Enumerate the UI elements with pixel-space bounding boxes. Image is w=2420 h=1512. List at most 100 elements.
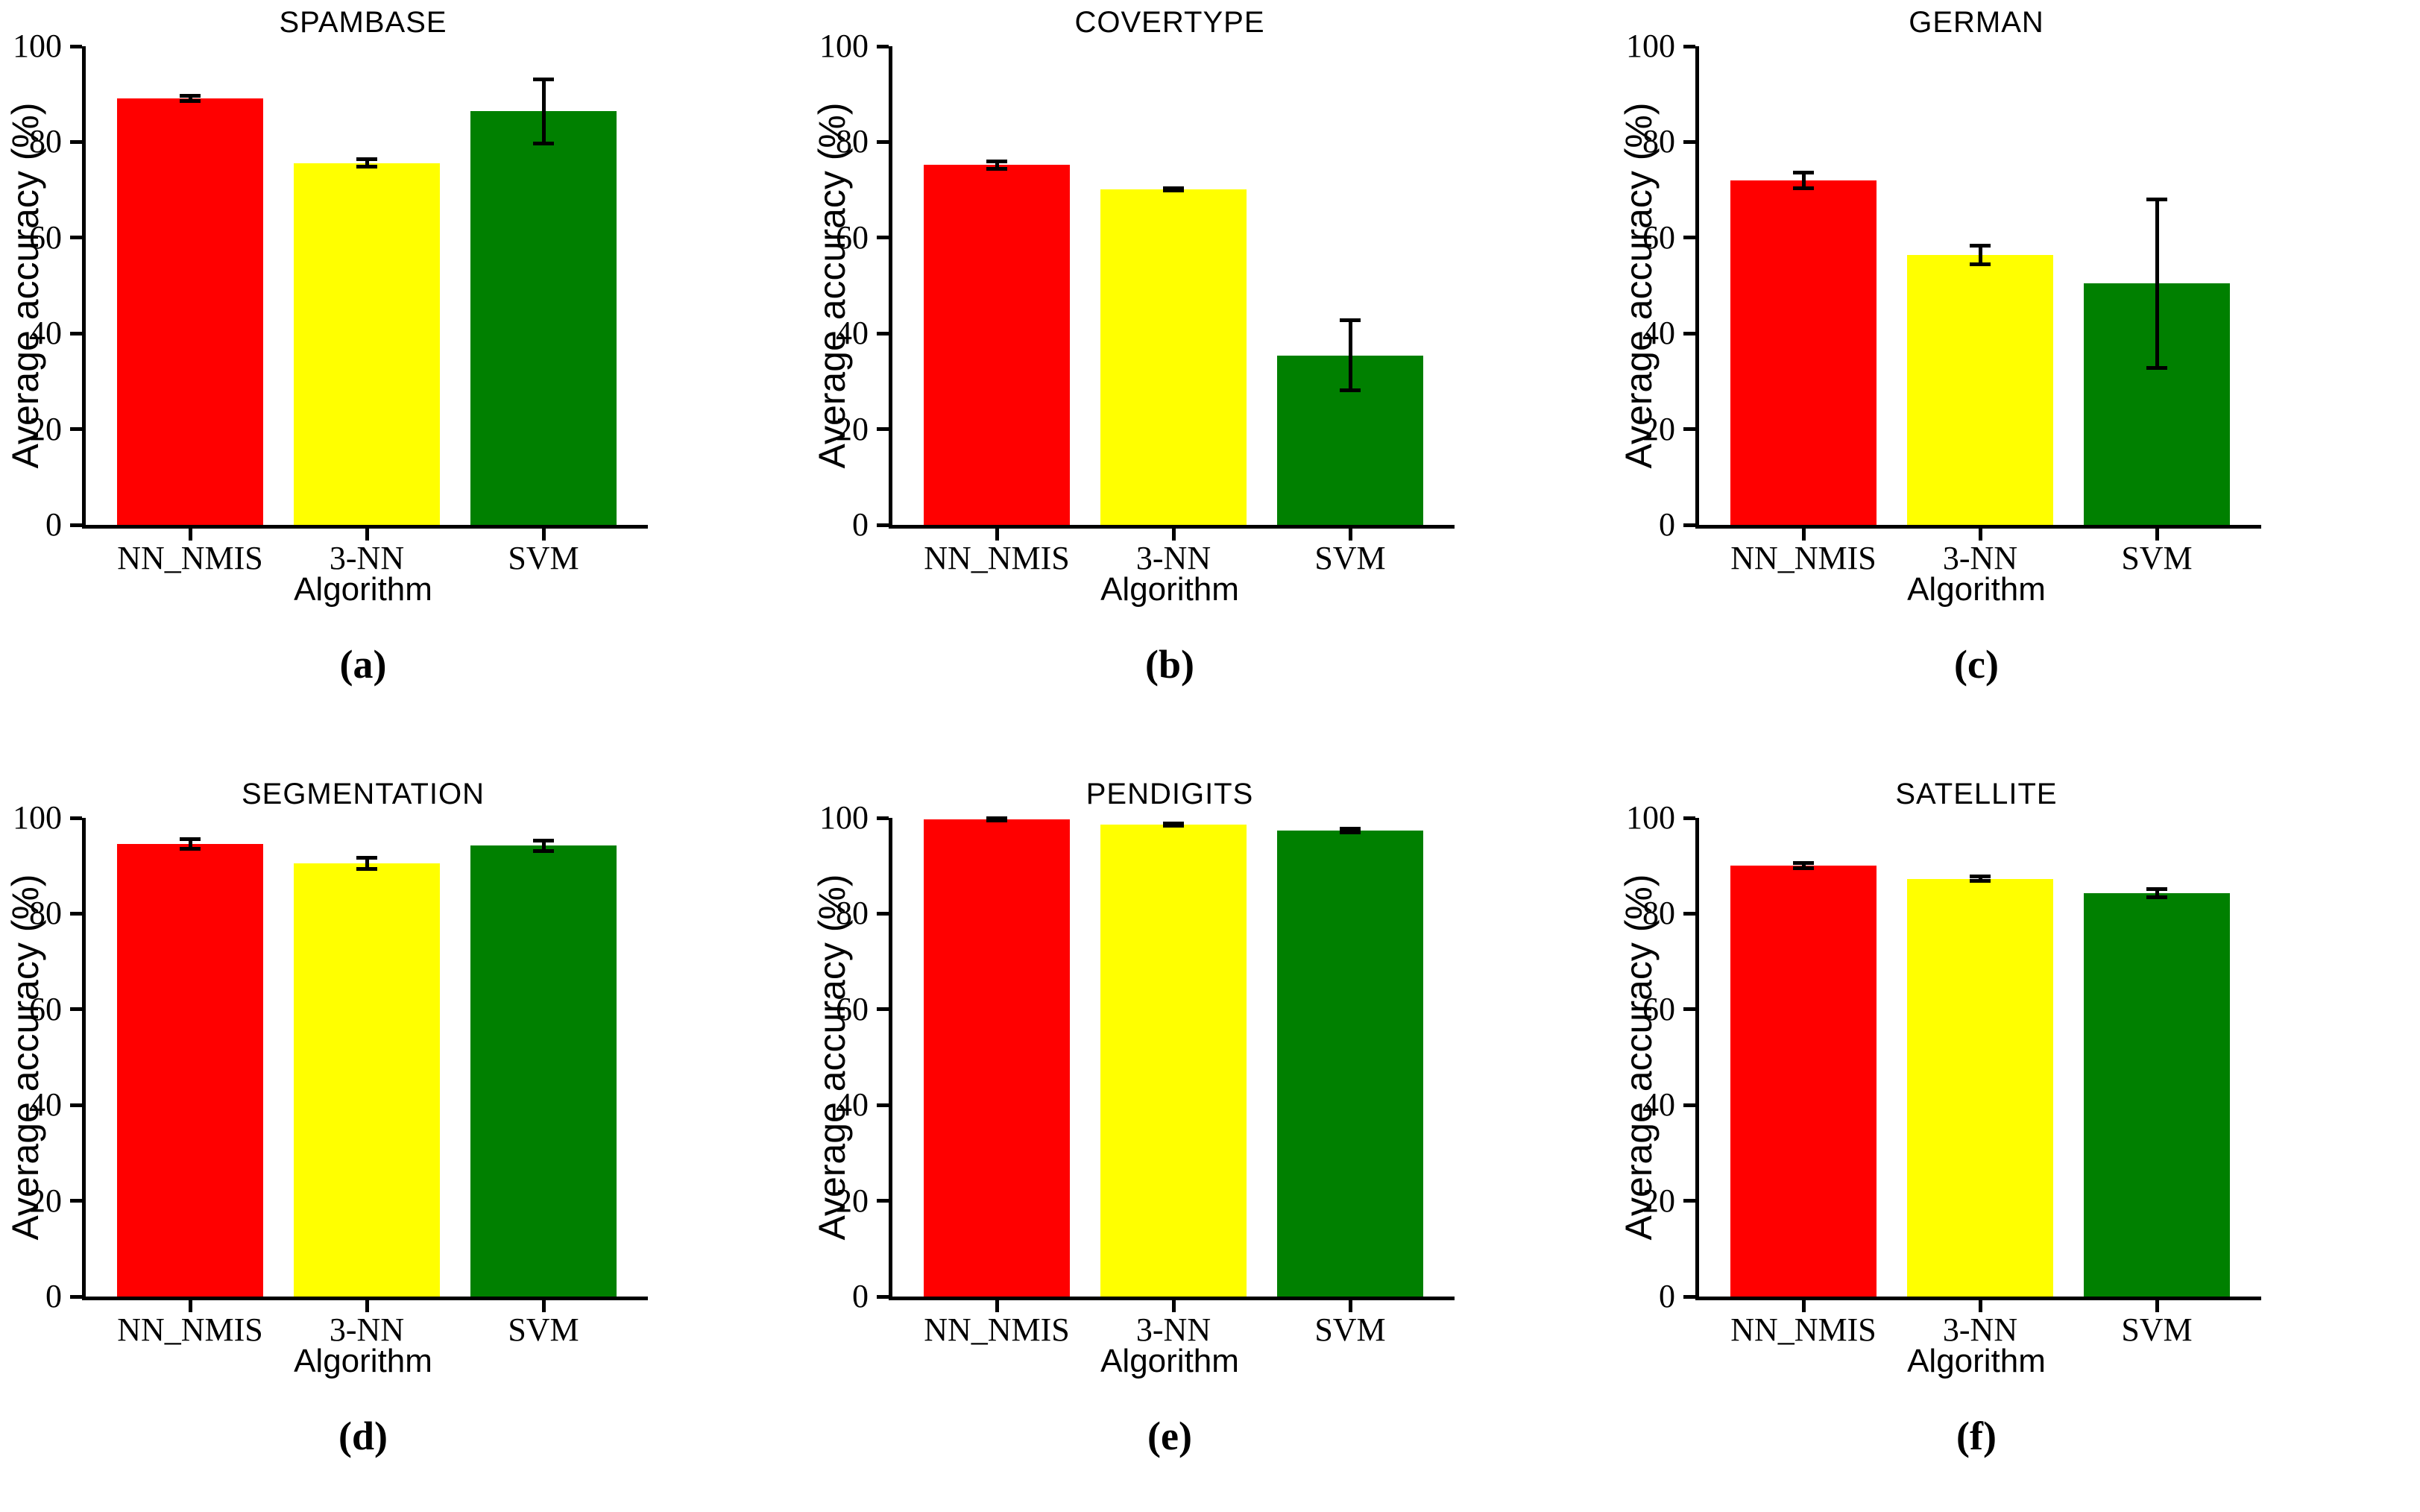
x-tick-label: NN_NMIS [117,1311,263,1348]
y-tick [877,236,889,240]
y-tick-label: 40 [836,1086,869,1124]
y-tick [70,523,82,527]
y-tick-label: 20 [836,1182,869,1219]
bar-svm [470,845,617,1297]
bar-3-nn [1100,189,1247,525]
bar-nn_nmis [1730,866,1877,1297]
y-tick [70,1007,82,1012]
x-tick [541,529,546,541]
y-tick-label: 100 [1626,799,1675,836]
y-tick-label: 20 [1642,1182,1675,1219]
error-bar [188,95,192,101]
x-tick [1801,529,1806,541]
error-bar-cap [1340,831,1361,835]
x-tick [1978,1300,1982,1312]
bar-3-nn [294,863,440,1297]
error-bar-cap [533,848,554,853]
bar-nn_nmis [924,819,1070,1297]
y-tick [1683,1007,1695,1012]
x-tick [2155,1300,2159,1312]
y-tick [70,331,82,336]
chart-title: SEGMENTATION [241,778,485,810]
bar-nn_nmis [117,98,263,525]
y-tick-label: 80 [29,123,62,160]
y-tick-label: 20 [29,410,62,447]
bar-3-nn [294,163,440,525]
y-tick-label: 20 [29,1182,62,1219]
subfigure-caption: (d) [338,1414,388,1458]
y-tick-label: 20 [1642,410,1675,447]
x-tick [1348,1300,1352,1312]
y-tick-label: 0 [45,506,62,543]
error-bar-cap [356,165,377,169]
y-tick-label: 80 [836,123,869,160]
x-tick-label: SVM [2121,540,2193,576]
x-tick [995,1300,999,1312]
subfigure-caption: (b) [1145,642,1194,687]
y-tick [877,523,889,527]
y-tick-label: 0 [45,1278,62,1314]
error-bar-cap [533,141,554,145]
y-tick-label: 60 [29,218,62,256]
error-bar-cap [1793,170,1814,174]
x-tick [1171,1300,1176,1312]
plot-area: 0 20 40 60 80 100 NN_NMIS 3-NN SVM [13,800,648,1348]
bar-3-nn [1100,825,1247,1297]
error-bar-cap [1163,186,1184,190]
x-tick [2155,529,2159,541]
y-tick-label: 60 [836,218,869,256]
error-bar-cap [1970,262,1991,266]
x-tick-label: SVM [508,540,579,576]
error-bar [1978,876,1982,881]
y-tick-label: 60 [1642,218,1675,256]
y-tick-label: 0 [852,1278,869,1314]
error-bar-cap [986,159,1007,163]
y-tick [70,427,82,432]
y-tick [877,139,889,144]
x-tick-label: SVM [508,1311,579,1348]
x-axis-label: Algorithm [1100,1343,1239,1379]
y-tick [877,1294,889,1299]
x-tick-label: 3-NN [1135,540,1211,576]
x-tick [365,1300,369,1312]
x-tick-label: 3-NN [1942,540,2018,576]
plot-area: 0 20 40 60 80 100 NN_NMIS 3-NN SVM [819,800,1455,1348]
error-bar [1348,320,1352,391]
error-bar [2155,199,2159,368]
error-bar-cap [533,77,554,81]
x-tick-label: 3-NN [329,1311,405,1348]
y-tick-label: 40 [1642,315,1675,352]
error-bar-cap [1340,318,1361,323]
chart-title: SPAMBASE [279,6,447,39]
error-bar-cap [533,838,554,842]
chart-satellite: SATELLITE Average accuracy (%) 0 20 40 60 80… [1613,740,2420,1481]
chart-segmentation: SEGMENTATION Average accuracy (%) 0 20 40 6… [0,740,807,1481]
error-bar-cap [986,816,1007,820]
error-bar-cap [1793,186,1814,190]
error-bar-cap [1970,878,1991,883]
y-tick [70,236,82,240]
bar-svm [470,111,617,525]
y-tick [70,911,82,916]
x-tick-label: NN_NMIS [1730,1311,1877,1348]
y-tick-label: 0 [1659,1278,1675,1314]
plot-area: 0 20 40 60 80 100 NN_NMIS 3-NN SVM [1626,800,2261,1348]
x-tick [541,1300,546,1312]
y-tick-label: 60 [1642,990,1675,1027]
y-tick [1683,236,1695,240]
error-bar-cap [1970,875,1991,879]
y-tick-label: 60 [836,990,869,1027]
y-tick-label: 40 [836,315,869,352]
y-tick-label: 100 [1626,28,1675,64]
x-tick [188,529,192,541]
y-tick-label: 80 [836,895,869,932]
chart-covertype: COVERTYPE Average accuracy (%) 0 20 40 60 80… [807,0,1613,740]
y-tick [1683,427,1695,432]
x-tick-label: NN_NMIS [924,540,1070,576]
error-bar-cap [180,837,201,842]
y-tick [877,331,889,336]
y-tick [1683,331,1695,336]
y-tick-label: 40 [29,315,62,352]
error-bar-cap [180,94,201,98]
y-tick-label: 20 [836,410,869,447]
